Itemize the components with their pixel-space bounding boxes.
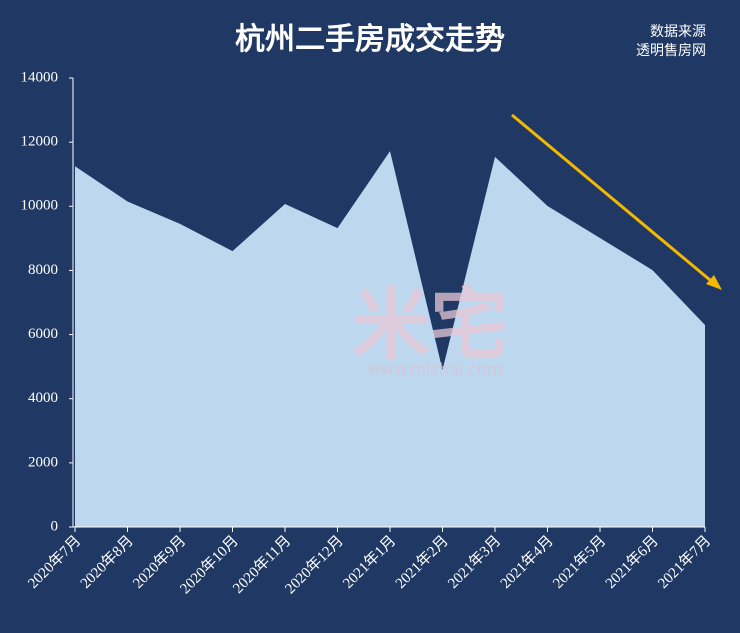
y-tick-label: 0 — [51, 518, 59, 534]
y-tick-label: 4000 — [28, 390, 58, 406]
y-tick-label: 8000 — [28, 262, 58, 278]
source-name: 透明售房网 — [636, 43, 706, 59]
chart-title: 杭州二手房成交走势 — [235, 22, 505, 56]
watermark: 米宅 — [352, 280, 508, 370]
y-tick-label: 6000 — [28, 326, 58, 342]
y-tick-label: 14000 — [21, 69, 59, 85]
y-tick-label: 12000 — [21, 134, 59, 150]
y-tick-label: 10000 — [21, 198, 59, 214]
watermark-url: www.mizhai.com — [368, 360, 503, 379]
trend-arrowhead — [706, 275, 722, 290]
source-label: 数据来源 — [650, 24, 706, 40]
trend-arrow — [511, 113, 717, 287]
y-tick-label: 2000 — [28, 454, 58, 470]
area — [75, 151, 705, 527]
